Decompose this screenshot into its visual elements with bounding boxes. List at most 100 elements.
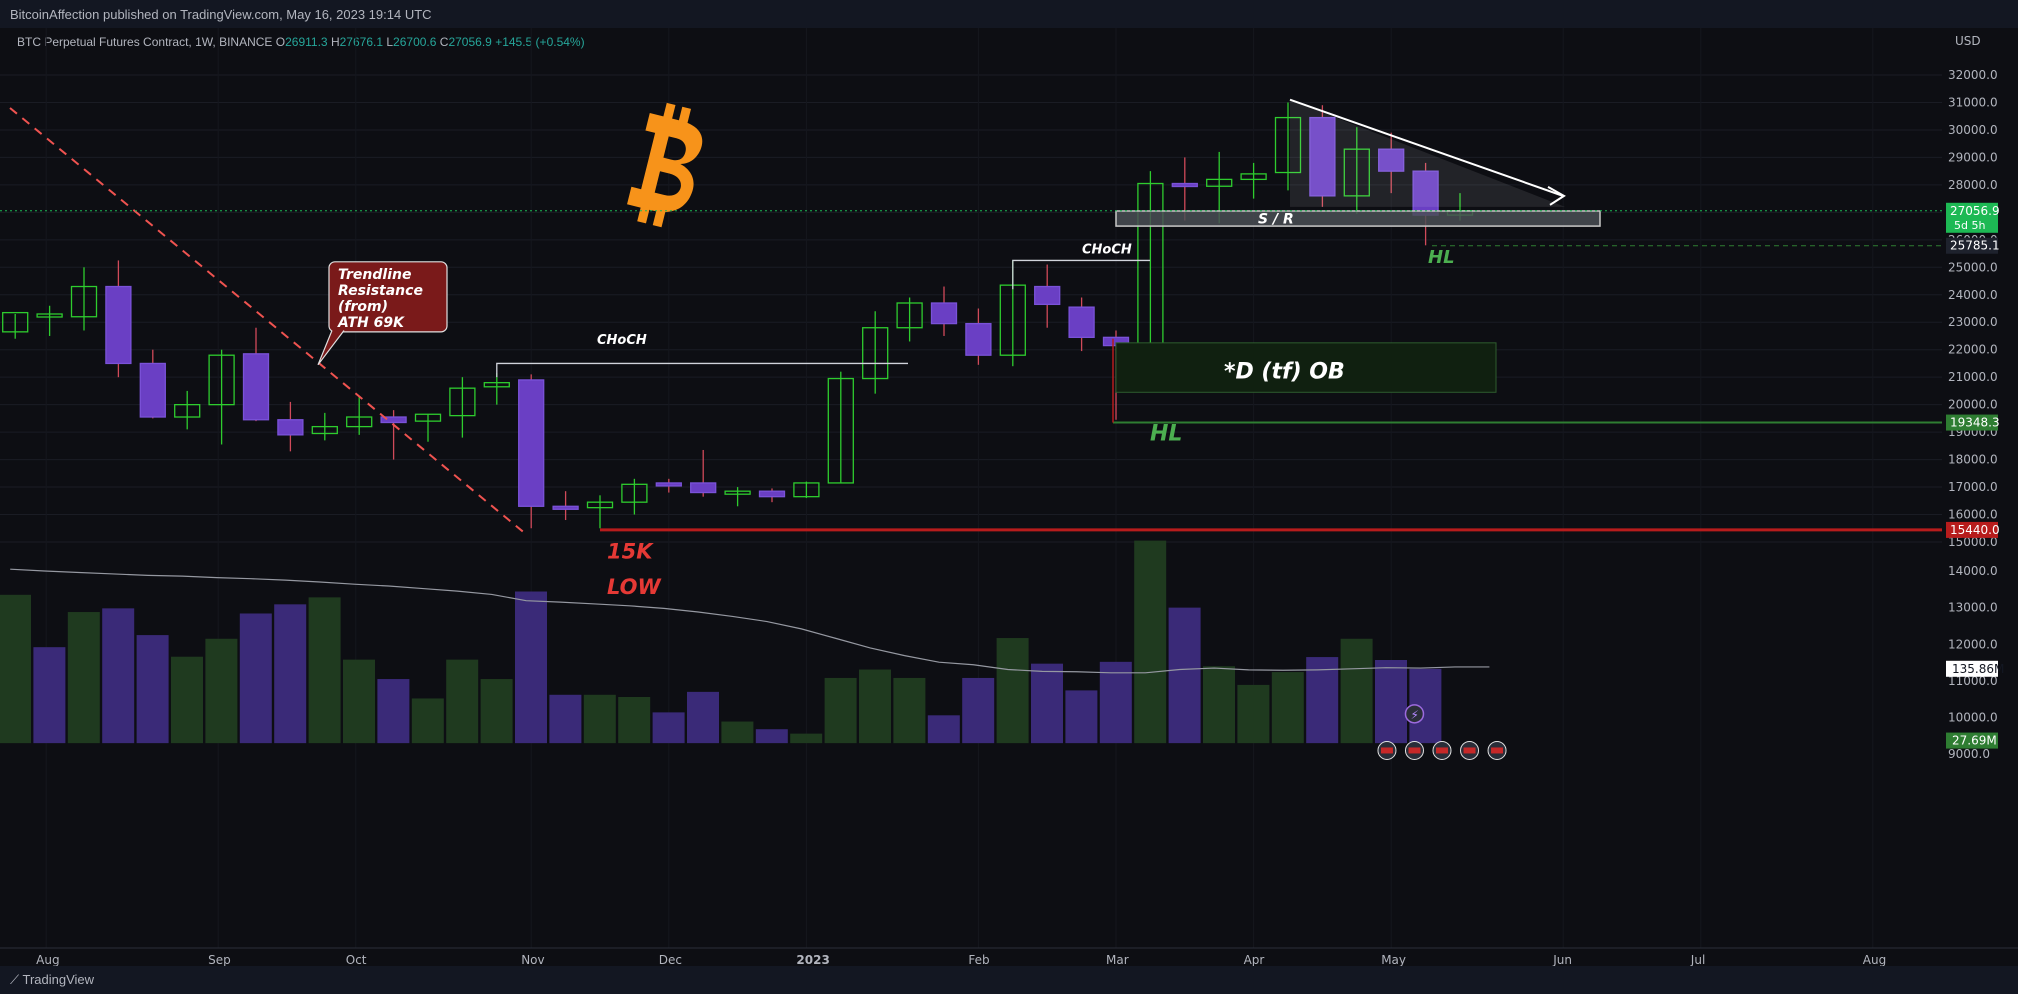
candle-body: [724, 490, 751, 495]
high-label: H: [330, 35, 340, 49]
volume-bar: [411, 698, 444, 744]
candle-body: [827, 377, 854, 484]
close-label: C: [439, 35, 449, 49]
price-tag-sub: 5d 5h: [1954, 219, 1985, 232]
candle-body: [930, 302, 958, 325]
time-axis: Aug Sep Oct Nov Dec 2023 Feb Mar Apr May Jun Jul Aug: [0, 947, 2018, 966]
price-tick: 16000.0: [1948, 508, 1998, 522]
order-block-box: [1115, 342, 1497, 393]
volume-bar: [859, 669, 891, 744]
volume-bar: [687, 691, 719, 744]
sr-zone: [1115, 210, 1601, 227]
time-tick: Feb: [968, 953, 989, 966]
candle-body: [1068, 306, 1095, 338]
candle-body: [1240, 173, 1267, 181]
volume-bar: [1306, 657, 1339, 744]
volume-bar: [136, 635, 169, 744]
callout-text: (from): [338, 299, 388, 315]
price-tick: 22000.0: [1948, 343, 1998, 357]
change-value: +145.5 (+0.54%): [495, 35, 585, 49]
volume-bar: [1134, 540, 1167, 744]
candle-body: [139, 362, 166, 418]
flag-stripe: [1380, 747, 1393, 754]
candle-body: [655, 482, 682, 487]
candle-body: [414, 413, 442, 422]
candle-body: [36, 313, 63, 318]
candle-body: [311, 425, 338, 435]
volume-tick: 11000.0: [1948, 674, 1998, 688]
candle-body: [380, 416, 407, 424]
volume-bar: [274, 604, 307, 744]
price-tick: 25000.0: [1948, 260, 1998, 274]
time-tick: Aug: [36, 953, 59, 966]
price-tick: 21000.0: [1948, 370, 1998, 384]
time-tick: Sep: [208, 953, 231, 966]
time-tick: Jun: [1552, 953, 1572, 966]
price-tag: [1946, 414, 1998, 431]
volume-tag-label: 27.69M: [1952, 734, 1997, 748]
choch-label-1: CHoCH: [597, 333, 647, 348]
price-tick: 18000.0: [1948, 453, 1998, 467]
candle-body: [483, 382, 510, 388]
volume-bar: [618, 696, 651, 744]
volume-bar: [308, 597, 341, 744]
price-tag-label: 19348.3: [1950, 416, 2000, 430]
flag-stripe: [1436, 747, 1448, 754]
volume-bar: [583, 694, 616, 744]
volume-bar: [1203, 666, 1235, 744]
choch-line-1: [496, 362, 908, 378]
volume-bar: [515, 591, 547, 744]
price-tag-label: 15440.0: [1950, 523, 2000, 537]
price-tick: 29000.0: [1948, 150, 1998, 164]
volume-bar: [239, 613, 272, 744]
volume-bar: [652, 712, 685, 744]
lightning-icon: [1404, 704, 1425, 724]
volume-tick: 14000.0: [1948, 564, 1998, 578]
low-label: L: [386, 35, 394, 49]
volume-bar: [1375, 659, 1407, 744]
price-tag: [1946, 202, 1998, 233]
chart-frame[interactable]: [0, 28, 2018, 966]
volume-bar: [1237, 684, 1270, 744]
lightning-glyph: ⚡: [1410, 708, 1418, 722]
time-tick: Apr: [1244, 953, 1265, 966]
volume-bar: [824, 677, 857, 744]
candle-body: [965, 322, 992, 356]
price-tag-label: 27056.9: [1950, 204, 2000, 218]
candle-body: [242, 353, 270, 421]
volume-bar: [480, 679, 513, 744]
price-tick: 17000.0: [1948, 480, 1998, 494]
currency-label: USD: [1955, 34, 1981, 48]
footer-bar: ⟋ TradingView: [0, 966, 2018, 994]
candle-body: [449, 387, 476, 417]
time-tick: Mar: [1106, 953, 1129, 966]
price-tick: 20000.0: [1948, 398, 1998, 412]
volume-bar: [1065, 690, 1098, 744]
volume-bar: [205, 638, 238, 744]
volume-pane: [0, 540, 1490, 744]
volume-tick: 10000.0: [1948, 711, 1998, 725]
high-value: 27676.1: [339, 35, 384, 49]
volume-bar: [67, 612, 100, 744]
wedge-resistance-line: [1289, 98, 1564, 197]
hl-label-2: HL: [1428, 247, 1455, 268]
volume-bar: [790, 733, 823, 744]
candle-body: [1206, 178, 1233, 187]
time-tick: May: [1381, 953, 1406, 966]
callout-box: [328, 261, 448, 333]
volume-ma-line: [10, 568, 1490, 674]
publish-info: BitcoinAffection published on TradingVie…: [10, 7, 432, 22]
candle-body: [793, 482, 820, 498]
candle-body: [174, 403, 201, 418]
close-value: 27056.9: [448, 35, 492, 49]
volume-bar: [1099, 661, 1132, 744]
grid: [0, 28, 1942, 948]
callout-text: Resistance: [338, 283, 423, 299]
publish-bar: BitcoinAffection published on TradingVie…: [0, 0, 2018, 28]
wedge-shading: [1290, 99, 1565, 207]
volume-bar: [33, 647, 66, 744]
volume-tick: 12000.0: [1948, 637, 1998, 651]
callout-text: Trendline: [338, 267, 411, 283]
